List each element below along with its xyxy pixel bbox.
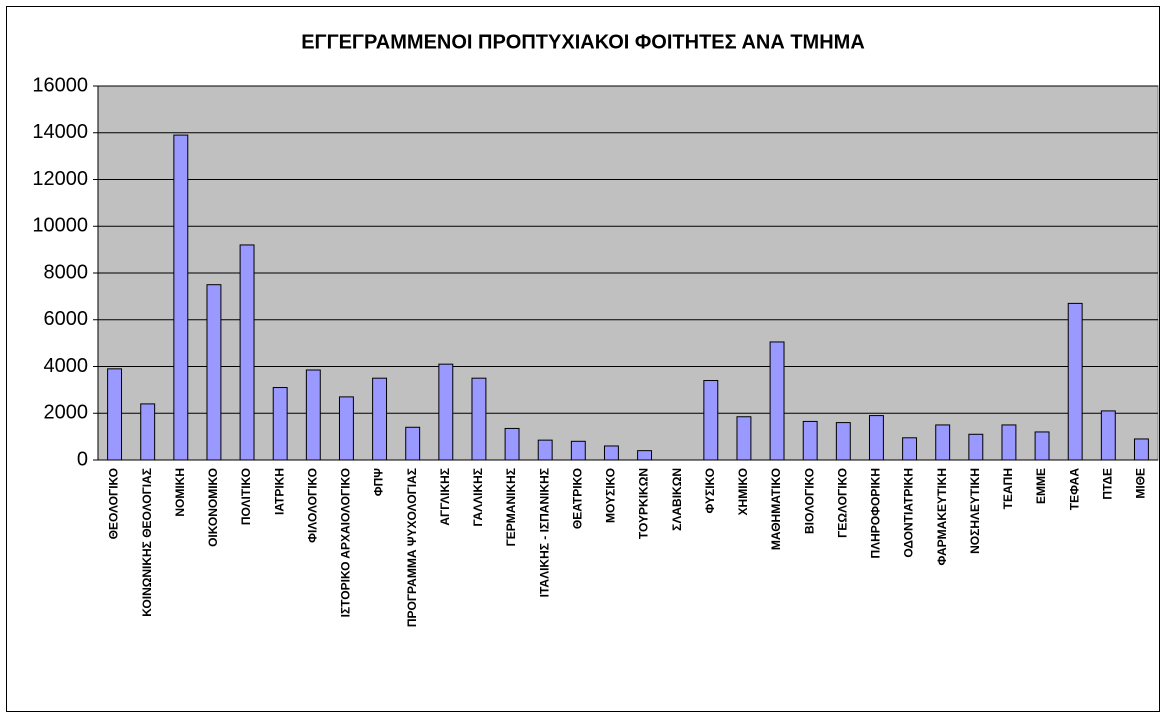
bar xyxy=(338,396,354,461)
y-tick-label: 2000 xyxy=(44,402,89,424)
bar xyxy=(703,380,719,461)
bar xyxy=(835,422,851,461)
y-tick-label: 4000 xyxy=(44,355,89,377)
x-tick-label: ΤΕΑΠΗ xyxy=(1001,468,1015,509)
x-tick-label: ΘΕΑΤΡΙΚΟ xyxy=(570,468,584,529)
bar xyxy=(206,284,222,461)
x-tick-label: ΙΣΤΟΡΙΚΟ ΑΡΧΑΙΟΛΟΓΙΚΟ xyxy=(339,468,353,617)
bar xyxy=(107,368,123,461)
chart-title: ΕΓΓΕΓΡΑΜΜΕΝΟΙ ΠΡΟΠΤΥΧΙΑΚΟΙ ΦΟΙΤΗΤΕΣ ΑΝΑ … xyxy=(301,31,865,53)
x-tick-label: ΧΗΜΙΚΟ xyxy=(736,468,750,515)
y-tick-label: 12000 xyxy=(32,168,88,190)
bar xyxy=(239,244,255,461)
bar xyxy=(736,416,752,461)
bar xyxy=(471,377,487,461)
bar xyxy=(537,439,553,461)
x-tick-label: ΤΕΦΑΑ xyxy=(1067,468,1081,511)
bar xyxy=(1133,438,1149,461)
x-tick-label: ΦΑΡΜΑΚΕΥΤΙΚΗ xyxy=(935,468,949,566)
bar xyxy=(1001,424,1017,461)
x-tick-label: ΣΛΑΒΙΚΩΝ xyxy=(670,468,684,531)
y-tick-label: 8000 xyxy=(44,261,89,283)
bar xyxy=(1100,410,1116,461)
y-tick-label: 16000 xyxy=(32,74,88,96)
x-tick-label: ΠΟΛΙΤΙΚΟ xyxy=(239,468,253,525)
bar xyxy=(769,341,785,461)
x-tick-label: ΓΕΡΜΑΝΙΚΗΣ xyxy=(504,468,518,546)
bar xyxy=(372,377,388,461)
x-tick-label: ΓΕΩΛΟΓΙΚΟ xyxy=(835,468,849,538)
x-tick-label: ΟΙΚΟΝΟΜΙΚΟ xyxy=(206,468,220,547)
x-tick-label: ΦΙΛΟΛΟΓΙΚΟ xyxy=(305,468,319,543)
bar xyxy=(173,134,189,461)
x-tick-label: ΜΟΥΣΙΚΟ xyxy=(604,468,618,523)
bar xyxy=(140,403,156,461)
x-tick-label: ΕΜΜΕ xyxy=(1034,468,1048,504)
bar xyxy=(935,424,951,461)
y-tick-label: 10000 xyxy=(32,215,88,237)
bar xyxy=(902,437,918,461)
bar xyxy=(438,363,454,461)
x-tick-label: ΙΑΤΡΙΚΗ xyxy=(272,468,286,515)
x-tick-label: ΠΤΔΕ xyxy=(1100,468,1114,500)
x-tick-label: ΒΙΟΛΟΓΙΚΟ xyxy=(802,468,816,534)
bar xyxy=(305,369,321,461)
bar xyxy=(868,415,884,461)
bar xyxy=(504,427,520,461)
y-tick-label: 14000 xyxy=(32,121,88,143)
x-tick-label: ΑΓΓΛΙΚΗΣ xyxy=(438,468,452,526)
x-tick-label: ΤΟΥΡΚΙΚΩΝ xyxy=(637,468,651,539)
bar xyxy=(603,445,619,461)
bar xyxy=(968,433,984,461)
y-tick-label: 6000 xyxy=(44,308,89,330)
x-tick-label: ΦΥΣΙΚΟ xyxy=(703,468,717,514)
bar xyxy=(570,440,586,461)
bar xyxy=(1067,302,1083,461)
x-tick-label: ΠΛΗΡΟΦΟΡΙΚΗ xyxy=(869,468,883,559)
x-tick-label: ΙΤΑΛΙΚΗΣ - ΙΣΠΑΝΙΚΗΣ xyxy=(537,468,551,597)
x-tick-label: ΜΙΘΕ xyxy=(1134,468,1148,499)
bar xyxy=(405,426,421,461)
y-tick-label: 0 xyxy=(77,448,88,470)
bar xyxy=(637,450,653,461)
bar xyxy=(802,420,818,461)
bar xyxy=(272,387,288,461)
x-tick-label: ΟΔΟΝΤΙΑΤΡΙΚΗ xyxy=(902,468,916,558)
x-tick-label: ΝΟΣΗΛΕΥΤΙΚΗ xyxy=(968,468,982,554)
x-tick-label: ΜΑΘΗΜΑΤΙΚΟ xyxy=(769,468,783,550)
x-tick-label: ΠΡΟΓΡΑΜΜΑ ΨΥΧΟΛΟΓΙΑΣ xyxy=(405,468,419,627)
x-tick-label: ΦΠΨ xyxy=(372,468,386,497)
x-tick-label: ΘΕΟΛΟΓΙΚΟ xyxy=(107,468,121,539)
x-tick-label: ΝΟΜΙΚΗ xyxy=(173,468,187,517)
x-tick-label: ΓΑΛΛΙΚΗΣ xyxy=(471,468,485,526)
x-tick-label: ΚΟΙΝΩΝΙΚΗΣ ΘΕΟΛΟΓΙΑΣ xyxy=(140,468,154,617)
bar xyxy=(1034,431,1050,461)
